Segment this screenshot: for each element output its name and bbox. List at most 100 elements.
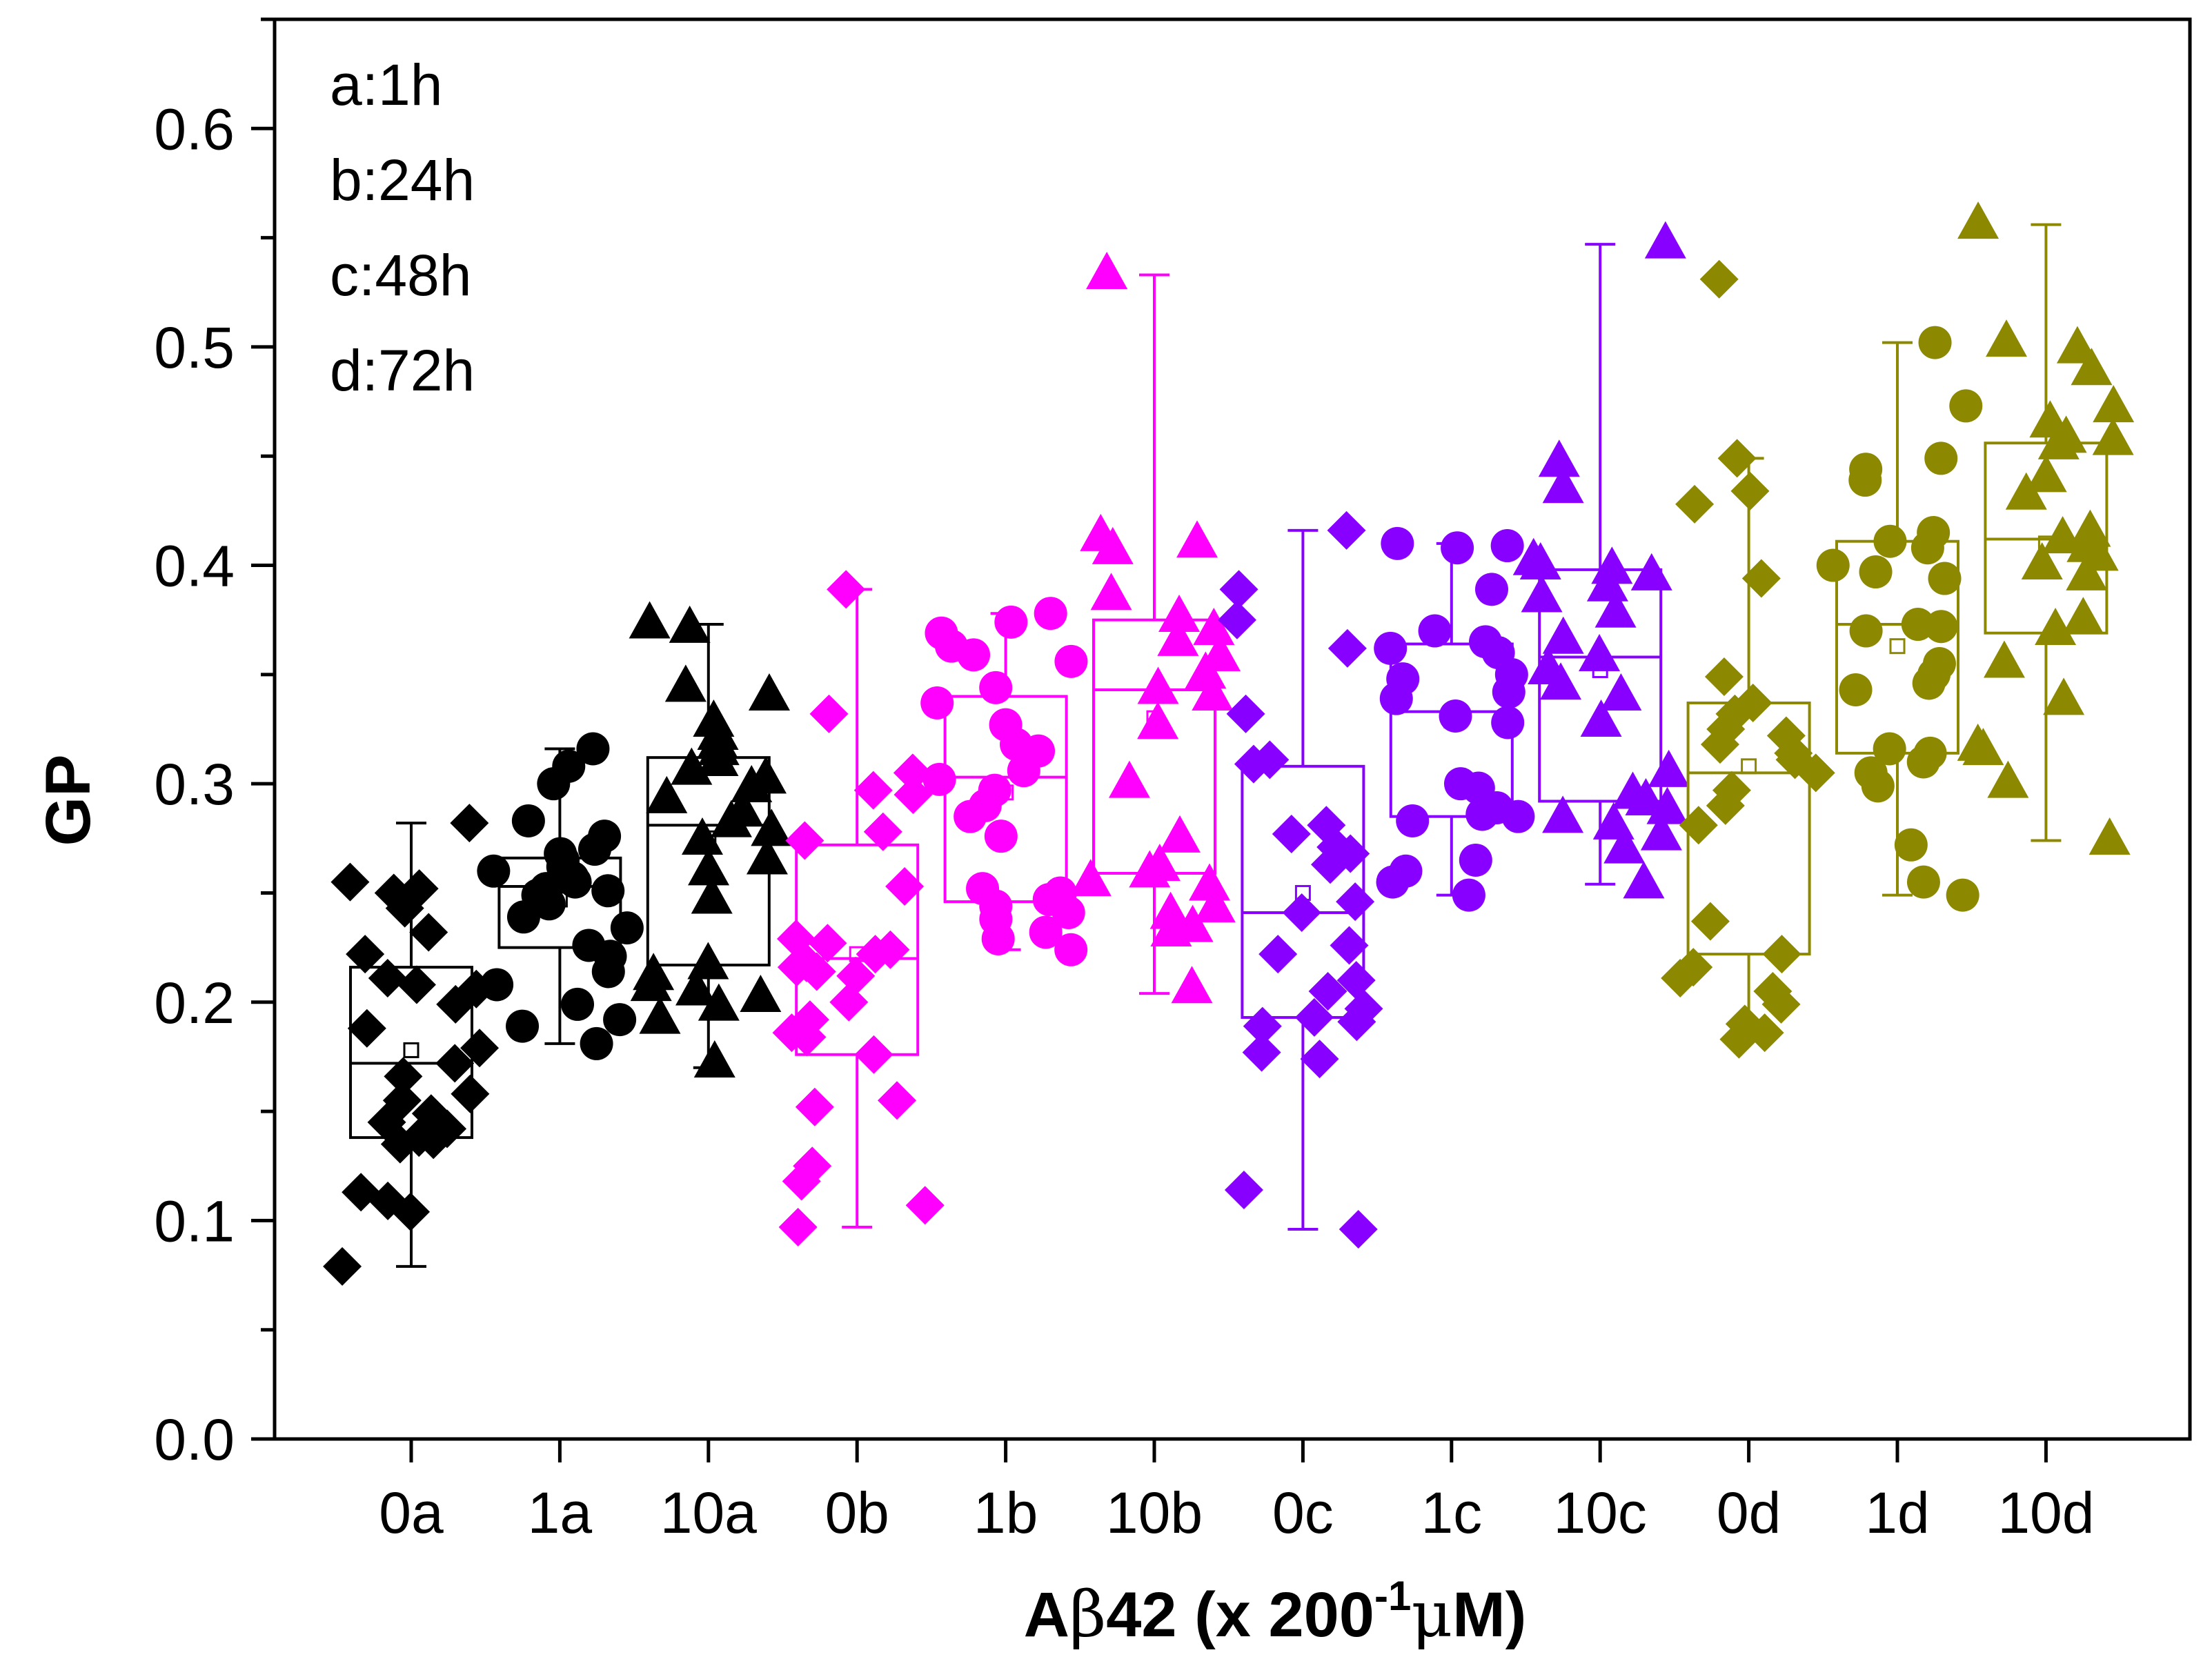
data-point-0a <box>391 1192 431 1231</box>
data-point-0c <box>1258 935 1298 974</box>
y-tick-label: 0.0 <box>154 1407 235 1472</box>
data-point-10a <box>691 876 733 914</box>
data-point-0d <box>1704 657 1744 697</box>
data-point-1a <box>591 955 625 989</box>
data-point-10a <box>671 747 713 785</box>
data-point-0a <box>451 1074 490 1113</box>
data-point-10b <box>1171 966 1213 1004</box>
box-10b <box>1092 618 1216 875</box>
x-tick-label-10c: 10c <box>1553 1480 1646 1545</box>
data-point-0d <box>1761 984 1801 1024</box>
data-point-10b <box>1086 251 1128 289</box>
data-point-1b <box>1054 644 1088 678</box>
data-point-10c <box>1646 786 1688 824</box>
data-point-10d <box>1983 640 2025 678</box>
data-point-10b <box>1157 618 1199 656</box>
data-point-0c <box>1330 926 1369 965</box>
data-point-10b <box>1108 760 1150 798</box>
box-group-1d <box>1816 326 1983 912</box>
data-point-10d <box>2021 542 2063 580</box>
data-point-0b <box>856 935 895 974</box>
data-point-0c <box>1234 744 1273 784</box>
mean-1d <box>1889 638 1906 655</box>
data-point-10a <box>693 1040 735 1078</box>
data-point-10a <box>639 996 681 1034</box>
data-point-1a <box>477 854 511 888</box>
data-point-1d <box>1912 666 1946 700</box>
data-point-10d <box>2056 326 2098 364</box>
data-point-10a <box>698 983 740 1021</box>
data-point-1b <box>1007 754 1040 788</box>
data-point-1b <box>920 686 954 720</box>
data-point-10c <box>1538 439 1580 477</box>
mean-0a <box>403 1042 419 1058</box>
data-point-1d <box>1894 828 1928 862</box>
data-point-1d <box>1861 769 1895 803</box>
x-tick-label-0a: 0a <box>379 1480 444 1545</box>
data-point-10a <box>746 837 788 875</box>
data-point-0d <box>1796 753 1835 793</box>
data-point-0d <box>1679 806 1718 845</box>
data-point-1a <box>558 865 592 899</box>
data-point-0c <box>1242 1033 1281 1072</box>
plot-frame <box>273 17 2192 1441</box>
data-point-1d <box>1906 865 1940 899</box>
data-point-10c <box>1594 590 1637 628</box>
data-point-10c <box>1640 813 1682 851</box>
x-tick-label-10d: 10d <box>1997 1480 2094 1545</box>
data-point-10b <box>1158 815 1201 853</box>
data-point-0d <box>1741 559 1781 598</box>
data-point-1a <box>561 987 595 1021</box>
x-axis-title-beta: β <box>1069 1578 1106 1651</box>
data-point-10c <box>1542 616 1584 654</box>
data-point-1b <box>954 800 987 833</box>
x-tick-label-1c: 1c <box>1421 1480 1482 1545</box>
data-point-1b <box>1054 933 1088 966</box>
y-tick-label: 0.1 <box>154 1189 235 1253</box>
data-point-0c <box>1243 1006 1282 1046</box>
data-point-10c <box>1540 662 1582 700</box>
plot-area <box>323 201 2135 1286</box>
x-tick-label-0d: 0d <box>1717 1480 1781 1545</box>
data-point-1b <box>984 820 1018 853</box>
data-point-10a <box>675 968 717 1006</box>
data-point-1c <box>1439 699 1472 733</box>
data-point-0b <box>778 1207 818 1247</box>
data-point-0c <box>1224 1171 1263 1210</box>
y-axis: 0.0 0.1 0.2 0.3 0.4 0.5 0.6 <box>154 17 275 1472</box>
data-point-10d <box>2035 608 2077 646</box>
data-point-0d <box>1675 484 1715 524</box>
data-point-0c <box>1219 570 1258 609</box>
data-point-1c <box>1376 865 1410 899</box>
data-point-1c <box>1374 631 1408 665</box>
data-point-1a <box>591 874 625 908</box>
data-point-0a <box>323 1247 362 1286</box>
data-point-0a <box>460 1029 500 1068</box>
x-axis-title-sup: -1 <box>1374 1573 1411 1619</box>
data-point-10c <box>1579 634 1621 672</box>
data-point-0d <box>1699 259 1739 299</box>
data-point-10c <box>1580 699 1622 737</box>
data-point-1d <box>1949 389 1983 423</box>
data-point-1d <box>1873 732 1906 766</box>
data-point-0c <box>1339 1210 1378 1249</box>
data-point-0a <box>397 965 436 1004</box>
data-point-1d <box>1848 464 1882 497</box>
data-point-0b <box>782 1162 821 1201</box>
y-axis-title: GP <box>33 755 103 846</box>
data-point-10a <box>687 942 729 980</box>
box-group-1a <box>477 732 644 1060</box>
data-point-1b <box>1029 915 1063 949</box>
box-group-10c <box>1512 221 1690 899</box>
data-point-1d <box>1859 555 1893 589</box>
data-point-1c <box>1501 800 1535 833</box>
data-point-0b <box>809 694 849 733</box>
data-point-0c <box>1311 845 1350 884</box>
data-point-10c <box>1603 826 1646 864</box>
data-point-10b <box>1189 863 1231 901</box>
data-point-1c <box>1379 682 1413 715</box>
data-point-0a <box>347 1009 386 1048</box>
data-point-0b <box>836 956 876 995</box>
data-point-0c <box>1327 628 1367 668</box>
x-axis-title-suffix: M) <box>1452 1580 1526 1650</box>
